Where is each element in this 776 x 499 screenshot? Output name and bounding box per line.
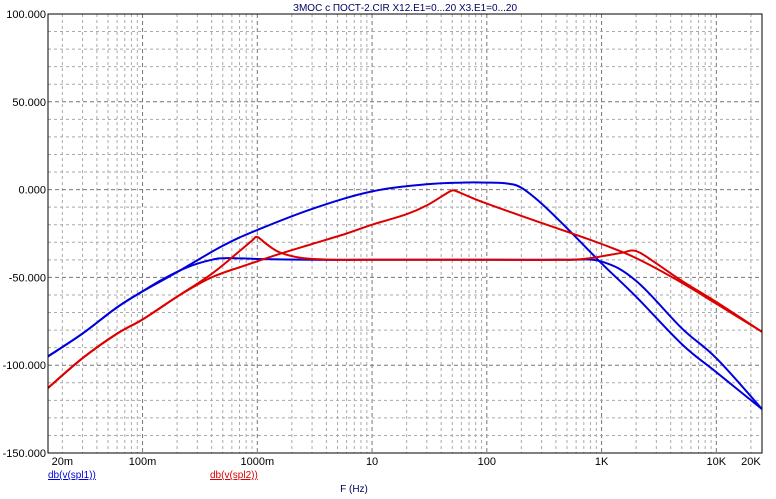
grid (48, 14, 762, 453)
series-lines (47, 181, 763, 410)
x-tick-label: 20K (741, 456, 761, 468)
x-tick-label: 10K (707, 456, 727, 468)
y-tick-labels: 100.000 50.000 0.000 -50.000 -100.000 -150.00… (3, 9, 46, 460)
x-tick-label: 10 (366, 456, 378, 468)
x-axis-label: F (Hz) (340, 484, 368, 495)
legend-entry-spl2: db(v(spl2)) (210, 470, 258, 481)
x-tick-label: 100 (478, 456, 496, 468)
chart-title: ЗМОС с ПОСТ-2.CIR X12.E1=0...20 X3.E1=0.… (293, 3, 518, 14)
y-tick-label: 100.000 (6, 9, 46, 21)
x-tick-labels: 20m 100m 1000m 10 100 1K 10K 20K (52, 456, 762, 468)
series-line-0 (47, 257, 763, 410)
series-line-1 (47, 181, 763, 410)
y-tick-label: -100.000 (3, 360, 46, 372)
x-tick-label: 20m (52, 456, 73, 468)
x-tick-label: 100m (129, 456, 157, 468)
x-tick-label: 1000m (240, 456, 274, 468)
y-tick-label: -50.000 (9, 272, 46, 284)
legend-entry-spl1: db(v(spl1)) (48, 470, 96, 481)
series-line-3 (47, 189, 763, 389)
y-tick-label: 0.000 (18, 185, 46, 197)
x-tick-label: 1K (595, 456, 609, 468)
y-tick-label: 50.000 (12, 97, 46, 109)
y-tick-label: -150.000 (3, 448, 46, 460)
plot-frame (47, 13, 763, 454)
